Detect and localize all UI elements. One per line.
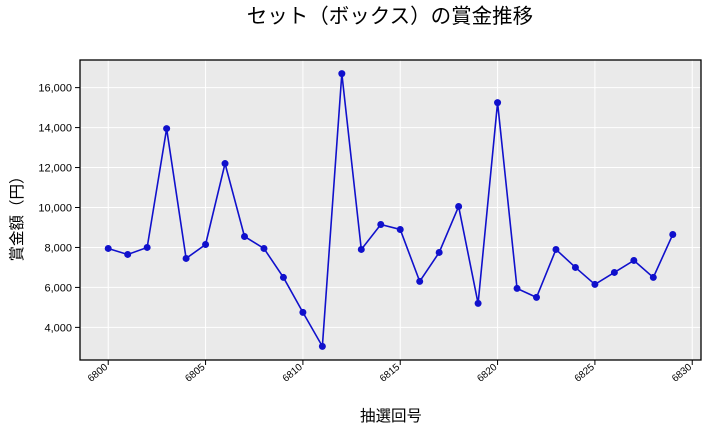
svg-text:賞金額（円）: 賞金額（円） — [8, 168, 26, 261]
svg-text:10,000: 10,000 — [38, 203, 72, 215]
svg-text:4,000: 4,000 — [44, 322, 72, 334]
svg-text:16,000: 16,000 — [38, 83, 72, 95]
svg-text:8,000: 8,000 — [44, 242, 72, 254]
svg-text:12,000: 12,000 — [38, 163, 72, 175]
svg-text:6,000: 6,000 — [44, 282, 72, 294]
svg-text:14,000: 14,000 — [38, 123, 72, 135]
svg-text:セット（ボックス）の賞金推移: セット（ボックス）の賞金推移 — [247, 5, 533, 28]
svg-text:抽選回号: 抽選回号 — [360, 407, 422, 425]
